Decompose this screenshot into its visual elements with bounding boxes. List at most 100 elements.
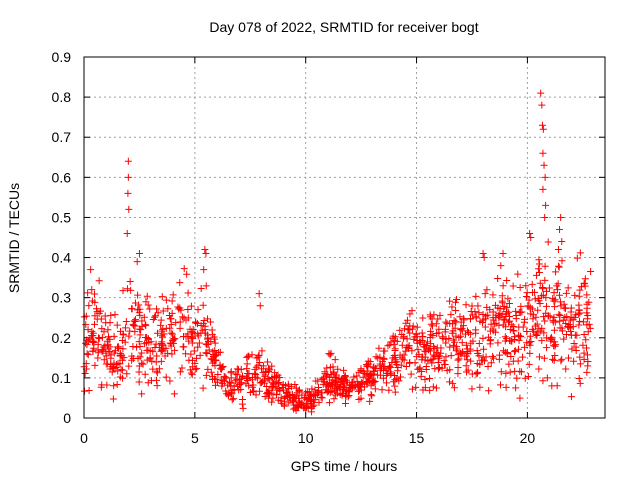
data-point — [515, 336, 523, 344]
data-point — [468, 385, 476, 393]
data-point — [512, 384, 520, 392]
data-point — [510, 327, 518, 335]
data-point — [107, 311, 115, 319]
data-point — [543, 374, 551, 382]
data-point — [245, 370, 253, 378]
data-point — [481, 323, 489, 331]
data-point — [418, 329, 426, 337]
data-point — [337, 375, 345, 383]
data-point — [157, 316, 165, 324]
data-point — [500, 315, 508, 323]
data-point — [581, 282, 589, 290]
data-point — [227, 390, 235, 398]
data-point — [475, 352, 483, 360]
data-point — [374, 371, 382, 379]
data-point — [187, 369, 195, 377]
data-point — [580, 330, 588, 338]
data-point — [422, 348, 430, 356]
data-point — [515, 331, 523, 339]
data-point — [102, 349, 110, 357]
data-point — [526, 229, 534, 237]
data-point — [394, 367, 402, 375]
data-point — [322, 372, 330, 380]
data-point — [125, 362, 133, 370]
data-point — [412, 330, 420, 338]
data-point — [558, 257, 566, 265]
data-point — [81, 387, 89, 395]
x-tick-labels: 0 5 10 15 20 — [80, 430, 535, 446]
data-point — [233, 365, 241, 373]
data-point — [481, 357, 489, 365]
data-point — [506, 317, 514, 325]
data-point — [312, 377, 320, 385]
data-point — [171, 335, 179, 343]
grid-lines — [84, 57, 605, 418]
data-point — [130, 321, 138, 329]
data-point — [542, 309, 550, 317]
data-point — [569, 323, 577, 331]
data-point — [352, 382, 360, 390]
data-point — [387, 338, 395, 346]
data-point — [274, 380, 282, 388]
data-point — [469, 337, 477, 345]
data-point — [214, 370, 222, 378]
data-point — [534, 306, 542, 314]
data-point — [512, 307, 520, 315]
data-point — [539, 125, 547, 133]
data-point — [390, 378, 398, 386]
data-point — [107, 351, 115, 359]
data-point — [535, 265, 543, 273]
data-point — [452, 318, 460, 326]
data-point — [100, 328, 108, 336]
data-point — [283, 393, 291, 401]
data-point — [153, 329, 161, 337]
data-point — [307, 404, 315, 412]
data-point — [340, 366, 348, 374]
data-point — [317, 393, 325, 401]
data-point — [219, 380, 227, 388]
data-point — [419, 314, 427, 322]
data-point — [496, 313, 504, 321]
data-point — [296, 386, 304, 394]
data-point — [83, 350, 91, 358]
data-point — [94, 354, 102, 362]
data-point — [330, 395, 338, 403]
data-point — [243, 374, 251, 382]
data-point — [483, 303, 491, 311]
data-point — [232, 370, 240, 378]
data-point — [226, 382, 234, 390]
data-point — [562, 330, 570, 338]
data-point — [252, 391, 260, 399]
data-point — [225, 378, 233, 386]
data-point — [391, 347, 399, 355]
data-point — [245, 382, 253, 390]
data-point — [462, 301, 470, 309]
data-point — [380, 354, 388, 362]
data-point — [275, 384, 283, 392]
data-point — [268, 362, 276, 370]
data-point — [157, 347, 165, 355]
data-point — [374, 354, 382, 362]
data-point — [542, 287, 550, 295]
data-point — [95, 277, 103, 285]
data-point — [265, 376, 273, 384]
data-point — [541, 262, 549, 270]
data-point — [203, 341, 211, 349]
data-point — [152, 340, 160, 348]
data-point — [521, 343, 529, 351]
data-point — [427, 331, 435, 339]
data-point — [435, 354, 443, 362]
data-point — [575, 306, 583, 314]
data-point — [503, 350, 511, 358]
data-point — [95, 335, 103, 343]
data-point — [406, 329, 414, 337]
data-point — [427, 320, 435, 328]
data-point — [170, 390, 178, 398]
data-point — [175, 305, 183, 313]
data-point — [357, 383, 365, 391]
data-point — [100, 356, 108, 364]
data-point — [178, 313, 186, 321]
data-point — [200, 317, 208, 325]
data-point — [193, 354, 201, 362]
data-point — [531, 288, 539, 296]
